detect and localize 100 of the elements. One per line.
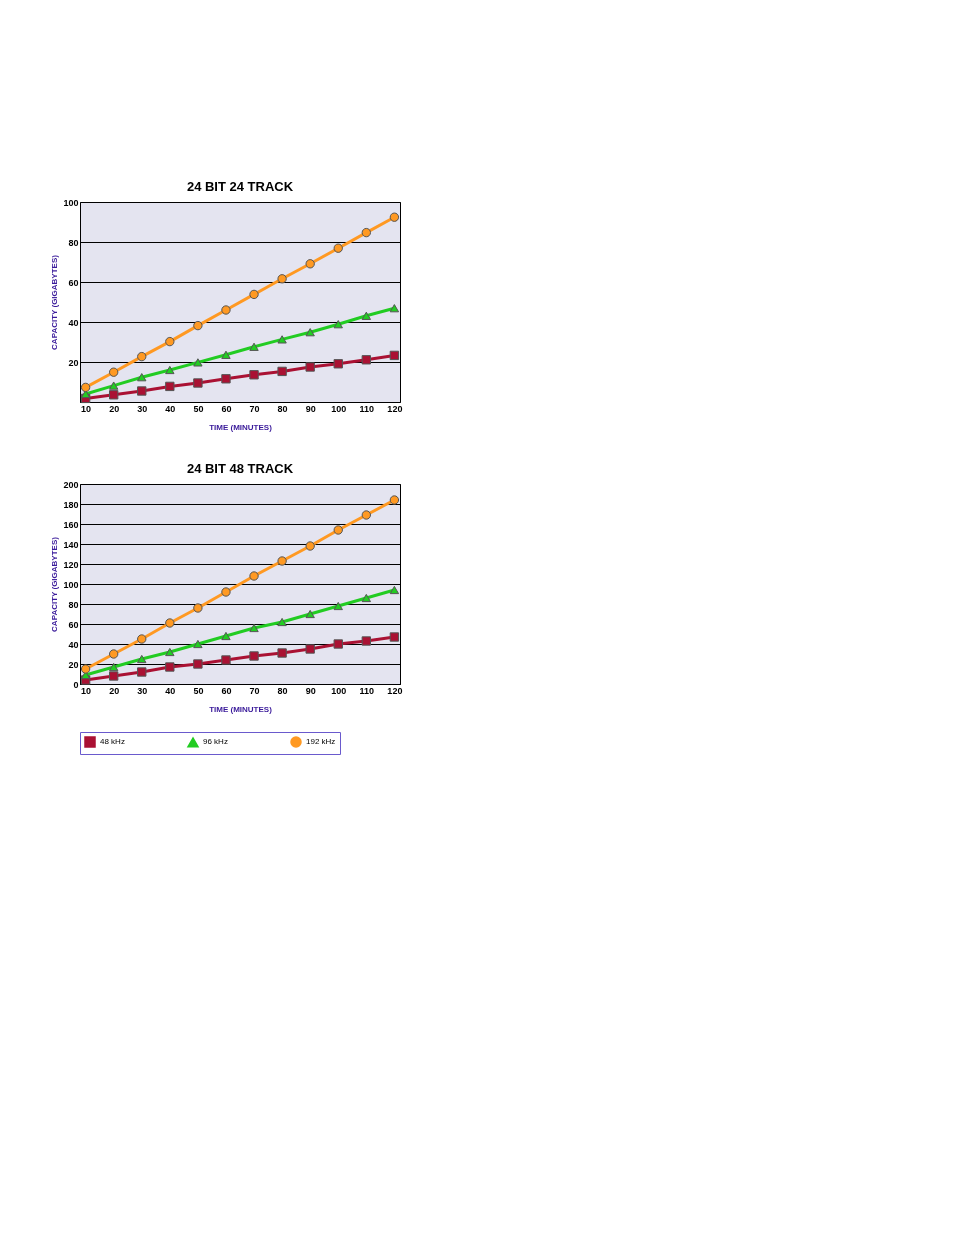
point bbox=[333, 639, 343, 649]
x-tick-label: 10 bbox=[81, 685, 92, 696]
point bbox=[221, 587, 231, 597]
point bbox=[109, 671, 119, 681]
legend-label: 48 kHz bbox=[100, 737, 125, 746]
point bbox=[333, 359, 343, 369]
point bbox=[305, 328, 315, 337]
point bbox=[109, 367, 119, 377]
point bbox=[389, 212, 400, 222]
point bbox=[165, 381, 175, 392]
point bbox=[277, 648, 287, 658]
y-axis-title: CAPACITY (GIGABYTES) bbox=[50, 254, 60, 350]
point bbox=[109, 649, 119, 659]
x-tick-label: 50 bbox=[193, 685, 204, 696]
point bbox=[305, 541, 315, 551]
point bbox=[361, 636, 371, 646]
point bbox=[249, 342, 259, 351]
point bbox=[193, 659, 203, 669]
point bbox=[221, 350, 231, 359]
point bbox=[277, 617, 287, 627]
x-tick-label: 120 bbox=[387, 685, 403, 696]
x-tick-label: 20 bbox=[109, 403, 120, 414]
point bbox=[221, 305, 231, 315]
y-tick-label: 160 bbox=[63, 519, 79, 530]
point bbox=[389, 495, 400, 505]
point bbox=[165, 365, 175, 375]
point bbox=[137, 634, 147, 644]
x-tick-label: 100 bbox=[331, 403, 347, 414]
x-tick-label: 60 bbox=[221, 403, 232, 414]
point bbox=[277, 274, 287, 284]
point bbox=[333, 525, 343, 535]
point bbox=[221, 631, 231, 641]
point bbox=[165, 647, 175, 657]
point bbox=[137, 654, 147, 664]
x-tick-label: 110 bbox=[359, 403, 375, 414]
y-tick-label: 60 bbox=[68, 277, 79, 288]
point bbox=[165, 336, 175, 347]
x-tick-label: 70 bbox=[249, 403, 260, 414]
x-tick-label: 40 bbox=[165, 685, 176, 696]
x-tick-label: 30 bbox=[137, 685, 148, 696]
y-tick-label: 120 bbox=[63, 559, 79, 570]
point bbox=[80, 664, 91, 674]
point bbox=[361, 355, 371, 365]
point bbox=[333, 601, 343, 611]
point bbox=[193, 358, 203, 367]
point bbox=[305, 609, 315, 619]
chart-title: 24 BIT 24 TRACK bbox=[186, 179, 294, 194]
point bbox=[137, 386, 147, 396]
point bbox=[221, 655, 231, 665]
chart-title: 24 BIT 48 TRACK bbox=[186, 461, 294, 476]
point bbox=[249, 623, 259, 633]
y-tick-label: 40 bbox=[68, 639, 79, 650]
point bbox=[249, 651, 259, 661]
x-tick-label: 110 bbox=[359, 685, 375, 696]
point bbox=[193, 639, 203, 649]
point bbox=[361, 311, 371, 320]
x-tick-label: 90 bbox=[305, 403, 316, 414]
point bbox=[277, 335, 287, 344]
y-tick-label: 40 bbox=[68, 317, 79, 328]
legend-label: 96 kHz bbox=[203, 737, 228, 747]
x-tick-label: 120 bbox=[387, 403, 403, 414]
y-tick-label: 20 bbox=[68, 659, 79, 670]
y-axis-title: CAPACITY (GIGABYTES) bbox=[50, 536, 60, 632]
y-tick-label: 80 bbox=[68, 599, 79, 610]
point bbox=[333, 320, 343, 329]
x-tick-label: 40 bbox=[165, 403, 176, 414]
x-axis-title: TIME (MINUTES) bbox=[209, 422, 273, 432]
x-tick-label: 80 bbox=[277, 685, 288, 696]
point bbox=[221, 374, 231, 384]
x-tick-label: 30 bbox=[137, 403, 148, 414]
x-tick-label: 90 bbox=[305, 685, 316, 696]
y-tick-label: 200 bbox=[63, 479, 79, 490]
y-tick-label: 60 bbox=[68, 619, 79, 630]
point bbox=[109, 662, 119, 672]
y-tick-label: 20 bbox=[68, 357, 79, 368]
x-tick-label: 50 bbox=[193, 403, 204, 414]
y-tick-label: 80 bbox=[68, 237, 79, 248]
y-tick-label: 0 bbox=[73, 679, 79, 690]
point bbox=[389, 350, 400, 361]
point bbox=[277, 366, 287, 377]
point bbox=[249, 571, 259, 581]
point bbox=[361, 227, 371, 238]
point bbox=[249, 289, 259, 300]
point bbox=[305, 644, 315, 654]
x-tick-label: 70 bbox=[249, 685, 260, 696]
x-tick-label: 10 bbox=[81, 403, 92, 414]
point bbox=[305, 362, 315, 372]
point bbox=[249, 370, 259, 380]
point bbox=[361, 593, 371, 603]
point bbox=[389, 632, 400, 642]
y-tick-label: 140 bbox=[63, 539, 79, 550]
y-tick-label: 100 bbox=[63, 579, 79, 590]
x-tick-label: 100 bbox=[331, 685, 347, 696]
point bbox=[109, 390, 119, 400]
point bbox=[193, 320, 203, 331]
point bbox=[277, 556, 287, 566]
point bbox=[165, 618, 175, 628]
point bbox=[305, 259, 315, 269]
y-tick-label: 100 bbox=[63, 197, 79, 208]
point bbox=[137, 667, 147, 677]
